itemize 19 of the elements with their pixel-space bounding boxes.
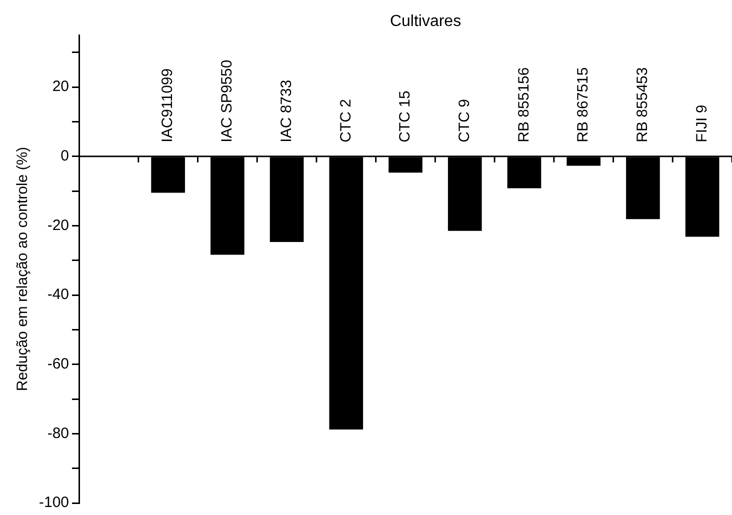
y-tick-label: -60 <box>47 355 70 372</box>
y-axis-title: Redução em relação ao controle (%) <box>14 146 32 392</box>
x-tick-label: CTC 9 <box>456 98 474 142</box>
y-tick-label: -40 <box>47 286 70 304</box>
x-tick-label: IAC911099 <box>159 68 176 142</box>
y-tick-label: -20 <box>47 216 70 234</box>
x-axis-title: Cultivares <box>390 13 462 30</box>
x-tick-label: FIJI 9 <box>693 104 710 142</box>
x-tick-label: IAC SP9550 <box>218 60 236 142</box>
x-tick-label: CTC 2 <box>337 98 354 142</box>
y-tick-label: 0 <box>60 147 70 164</box>
x-tick-label: RB 867515 <box>574 67 592 142</box>
x-tick-label: RB 855156 <box>515 67 532 142</box>
y-tick-label: 20 <box>52 78 70 96</box>
x-tick-label: RB 855453 <box>634 67 652 142</box>
x-tick-label: IAC 8733 <box>278 80 295 142</box>
y-tick-label: -80 <box>47 424 70 442</box>
x-tick-label: CTC 15 <box>396 90 414 142</box>
y-tick-label: -100 <box>38 494 70 512</box>
